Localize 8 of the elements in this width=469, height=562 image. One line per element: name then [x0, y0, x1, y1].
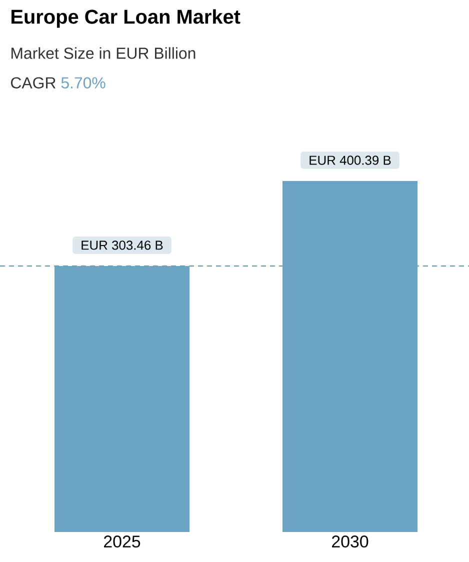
x-tick-label: 2030 [332, 536, 368, 548]
data-label: EUR 400.39 B [310, 156, 391, 165]
text: 5.70% [61, 77, 106, 88]
x-tick-label: 2025 [104, 536, 140, 548]
chart-title: Europe Car Loan Market [12, 9, 240, 28]
chart-subtitle: Market Size in EUR Billion [12, 47, 196, 59]
text: CAGR [11, 77, 56, 88]
data-label: EUR 303.46 B [82, 240, 163, 250]
